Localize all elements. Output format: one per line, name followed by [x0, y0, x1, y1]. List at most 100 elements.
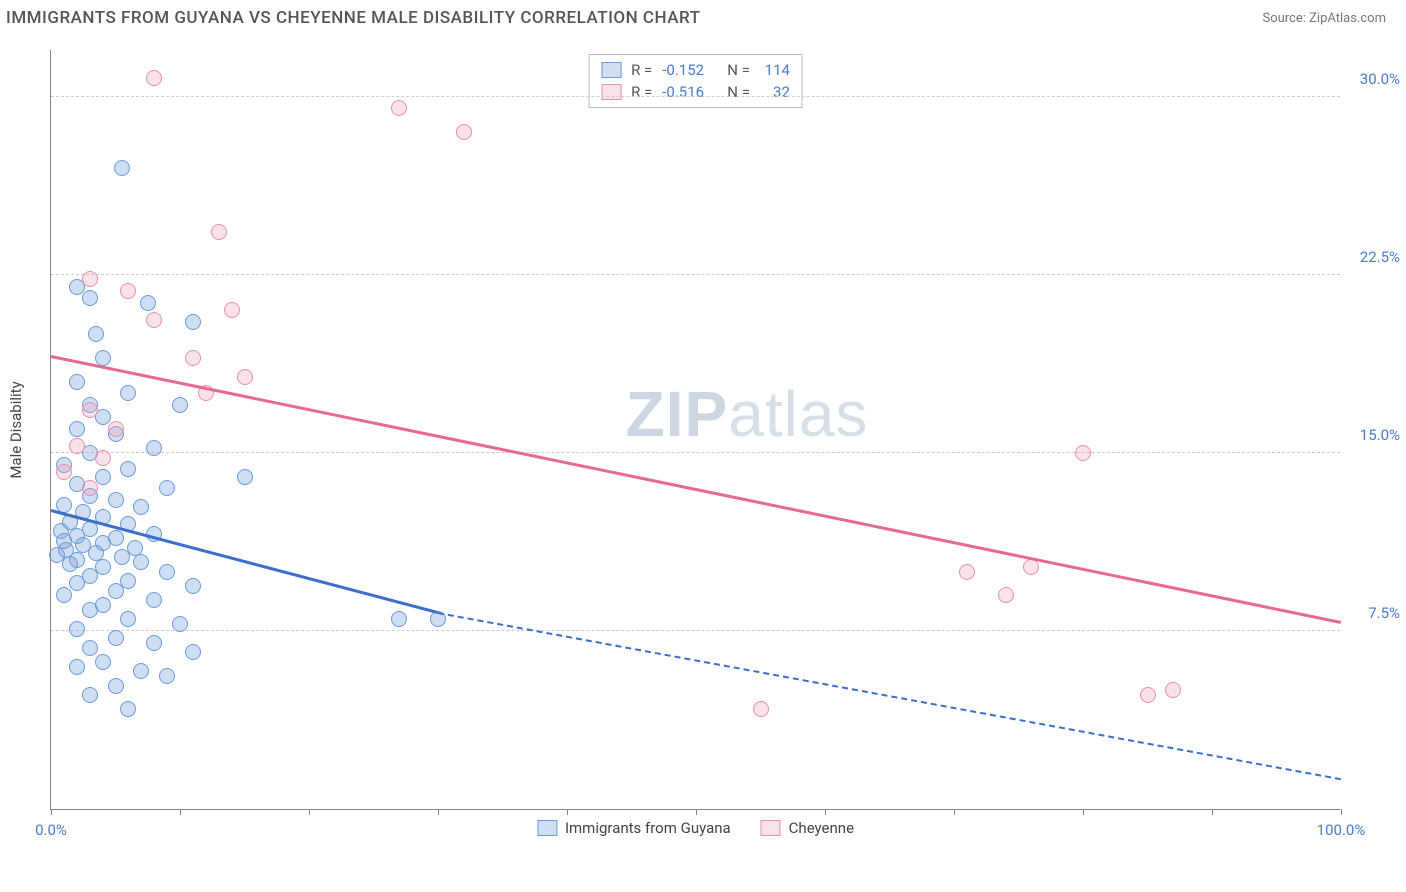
correlation-legend: R =-0.152N =114R =-0.516N =32 [588, 54, 803, 108]
data-point-cheyenne [108, 421, 124, 437]
data-point-cheyenne [1140, 687, 1156, 703]
y-tick-label: 15.0% [1360, 426, 1400, 444]
data-point-guyana [82, 687, 98, 703]
x-tick [567, 809, 568, 815]
data-point-guyana [120, 461, 136, 477]
data-point-guyana [114, 160, 130, 176]
series-legend-guyana: Immigrants from Guyana [537, 819, 731, 837]
data-point-cheyenne [120, 283, 136, 299]
data-point-cheyenne [237, 369, 253, 385]
x-tick [696, 809, 697, 815]
data-point-guyana [237, 469, 253, 485]
data-point-cheyenne [211, 224, 227, 240]
data-point-guyana [146, 592, 162, 608]
data-point-cheyenne [391, 100, 407, 116]
x-tick [51, 809, 52, 815]
x-tick [180, 809, 181, 815]
chart-plot-area: ZIPatlas Male Disability R =-0.152N =114… [50, 50, 1340, 810]
source-label: Source: ZipAtlas.com [1262, 11, 1386, 26]
data-point-guyana [82, 602, 98, 618]
legend-swatch [601, 84, 621, 100]
data-point-guyana [146, 440, 162, 456]
data-point-guyana [172, 397, 188, 413]
x-tick [309, 809, 310, 815]
legend-swatch [601, 62, 621, 78]
data-point-guyana [120, 385, 136, 401]
data-point-guyana [133, 499, 149, 515]
data-point-cheyenne [753, 701, 769, 717]
data-point-guyana [108, 492, 124, 508]
grid-line [51, 96, 1340, 97]
grid-line [51, 630, 1340, 631]
data-point-guyana [95, 350, 111, 366]
data-point-guyana [69, 575, 85, 591]
x-tick [825, 809, 826, 815]
data-point-guyana [108, 583, 124, 599]
x-tick-label: 100.0% [1317, 821, 1366, 839]
data-point-cheyenne [82, 402, 98, 418]
data-point-cheyenne [1075, 445, 1091, 461]
data-point-guyana [95, 469, 111, 485]
data-point-guyana [88, 326, 104, 342]
data-point-guyana [82, 640, 98, 656]
x-tick [1341, 809, 1342, 815]
trend-line [438, 612, 1341, 780]
series-legend-cheyenne: Cheyenne [761, 819, 854, 837]
data-point-guyana [185, 578, 201, 594]
data-point-guyana [69, 374, 85, 390]
legend-row-guyana: R =-0.152N =114 [601, 59, 790, 81]
data-point-cheyenne [456, 124, 472, 140]
y-tick-label: 7.5% [1368, 604, 1400, 622]
grid-line [51, 452, 1340, 453]
data-point-guyana [82, 290, 98, 306]
x-tick-label: 0.0% [35, 821, 67, 839]
grid-line [51, 274, 1340, 275]
legend-row-cheyenne: R =-0.516N =32 [601, 81, 790, 103]
legend-swatch [537, 820, 557, 836]
y-tick-label: 22.5% [1360, 248, 1400, 266]
data-point-guyana [140, 295, 156, 311]
x-tick [954, 809, 955, 815]
data-point-cheyenne [185, 350, 201, 366]
data-point-guyana [133, 663, 149, 679]
data-point-guyana [69, 421, 85, 437]
watermark: ZIPatlas [626, 377, 869, 451]
data-point-cheyenne [998, 587, 1014, 603]
data-point-guyana [108, 630, 124, 646]
data-point-guyana [159, 668, 175, 684]
data-point-cheyenne [82, 271, 98, 287]
data-point-guyana [146, 635, 162, 651]
data-point-guyana [185, 314, 201, 330]
data-point-cheyenne [69, 438, 85, 454]
data-point-guyana [95, 654, 111, 670]
data-point-guyana [391, 611, 407, 627]
data-point-cheyenne [56, 464, 72, 480]
data-point-guyana [108, 678, 124, 694]
data-point-guyana [172, 616, 188, 632]
data-point-cheyenne [1165, 682, 1181, 698]
data-point-cheyenne [224, 302, 240, 318]
data-point-guyana [159, 564, 175, 580]
data-point-guyana [120, 611, 136, 627]
y-tick-label: 30.0% [1360, 70, 1400, 88]
x-tick [438, 809, 439, 815]
data-point-guyana [114, 549, 130, 565]
data-point-guyana [185, 644, 201, 660]
data-point-cheyenne [146, 312, 162, 328]
series-legend: Immigrants from Guyana Cheyenne [537, 819, 854, 837]
data-point-guyana [69, 621, 85, 637]
data-point-guyana [56, 587, 72, 603]
data-point-cheyenne [146, 70, 162, 86]
data-point-cheyenne [959, 564, 975, 580]
y-axis-title: Male Disability [7, 381, 25, 478]
legend-swatch [761, 820, 781, 836]
x-tick [1212, 809, 1213, 815]
data-point-guyana [133, 554, 149, 570]
data-point-guyana [62, 556, 78, 572]
data-point-guyana [159, 480, 175, 496]
chart-title: IMMIGRANTS FROM GUYANA VS CHEYENNE MALE … [6, 8, 700, 28]
data-point-guyana [69, 659, 85, 675]
data-point-cheyenne [82, 480, 98, 496]
data-point-guyana [120, 701, 136, 717]
trend-line [51, 355, 1342, 624]
